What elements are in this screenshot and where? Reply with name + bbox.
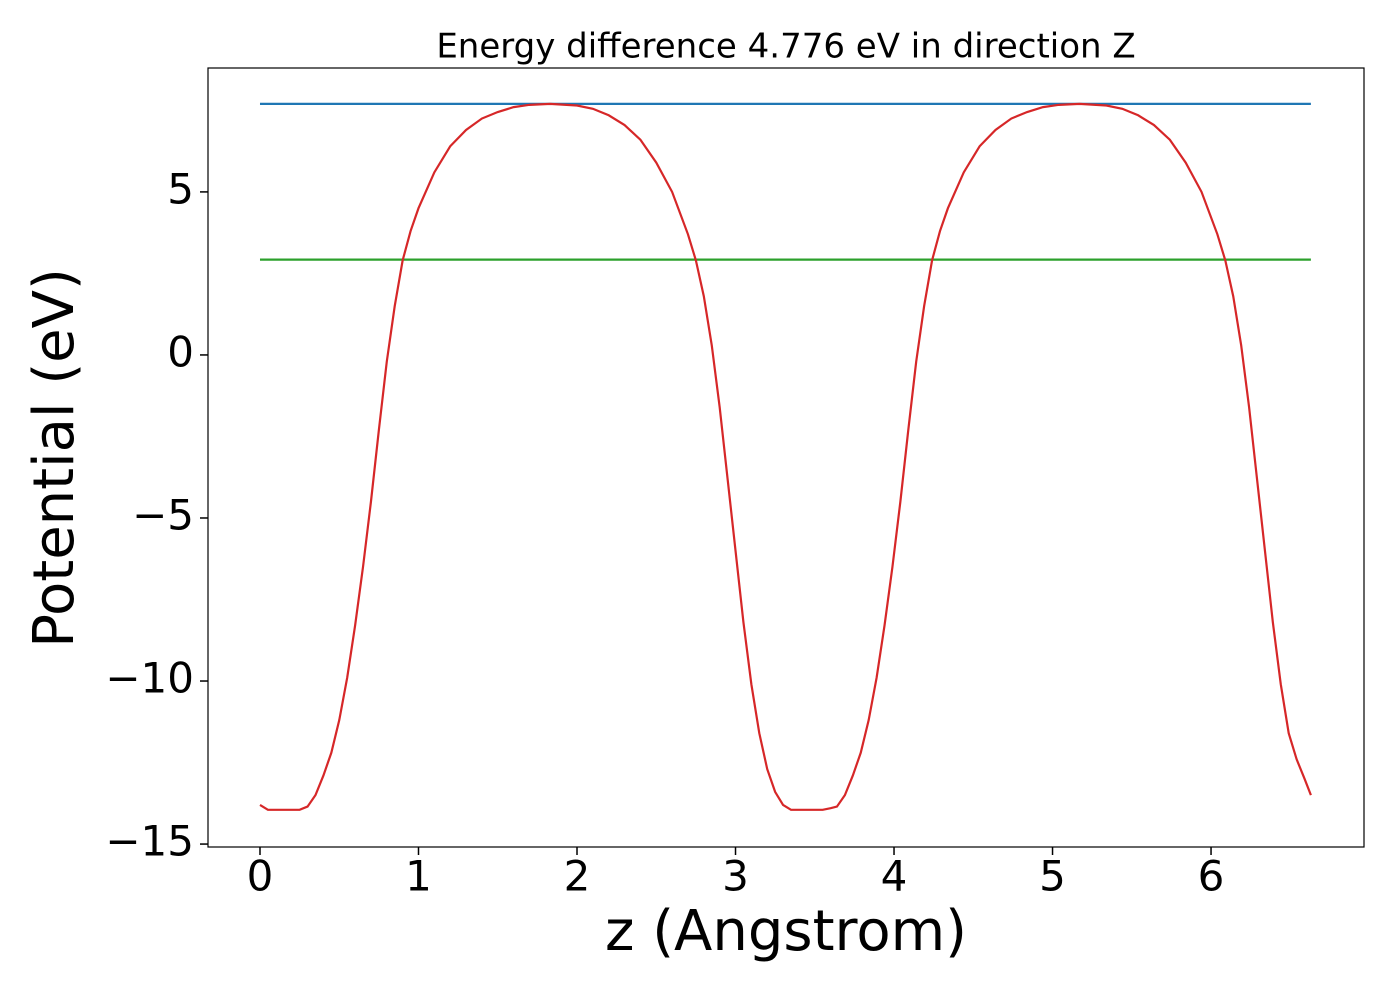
y-tick-label: −5 <box>132 490 194 539</box>
chart-title: Energy difference 4.776 eV in direction … <box>436 27 1135 67</box>
y-tick-label: −10 <box>105 654 194 703</box>
x-axis-label: z (Angstrom) <box>605 899 967 964</box>
y-tick-label: 5 <box>167 164 194 213</box>
y-tick-label: 0 <box>167 327 194 376</box>
data-line <box>259 102 1312 811</box>
x-tick-label: 3 <box>722 852 749 901</box>
x-tick-label: 5 <box>1039 852 1066 901</box>
x-tick-label: 1 <box>405 852 432 901</box>
y-tick-label: −15 <box>105 817 194 866</box>
x-tick-label: 0 <box>247 852 274 901</box>
x-tick-label: 2 <box>564 852 591 901</box>
y-axis-label: Potential (eV) <box>22 268 87 648</box>
plot-frame <box>207 67 1365 848</box>
x-tick-label: 4 <box>881 852 908 901</box>
x-tick-label: 6 <box>1198 852 1225 901</box>
